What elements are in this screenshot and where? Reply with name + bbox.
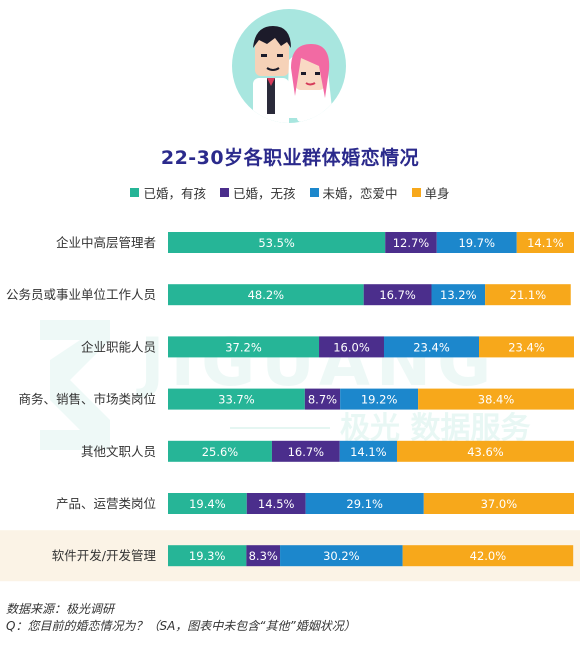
category-label: 企业中高层管理者	[56, 235, 156, 250]
bar-segment	[168, 545, 247, 567]
bar-segment	[485, 284, 571, 306]
legend-swatch	[130, 188, 140, 197]
bar-segment	[478, 336, 574, 358]
bar-segment	[383, 336, 479, 358]
legend-label: 已婚，无孩	[232, 186, 296, 201]
legend-item-married-with-kids: 已婚，有孩	[130, 183, 206, 202]
wedding-couple-illustration	[232, 9, 346, 123]
bar-value-label: 23.4%	[508, 340, 545, 354]
bar-value-label: 30.2%	[323, 549, 360, 563]
bar-segment	[319, 336, 384, 358]
category-label: 公务员或事业单位工作人员	[6, 287, 156, 302]
bar-segment	[304, 388, 341, 410]
bar-value-label: 8.7%	[308, 393, 337, 407]
category-label: 商务、销售、市场类岗位	[18, 392, 156, 407]
bar-segment	[363, 284, 432, 306]
bar-value-label: 14.5%	[258, 497, 295, 511]
category-label: 其他文职人员	[81, 444, 156, 459]
survey-question-note: Q：您目前的婚恋情况为？（SA，图表中未包含“其他”婚姻状况）	[6, 619, 356, 633]
bar-value-label: 19.2%	[361, 393, 398, 407]
bar-value-label: 53.5%	[258, 236, 295, 250]
legend-swatch	[411, 188, 421, 197]
chart-footer: 数据来源：极光调研 Q：您目前的婚恋情况为？（SA，图表中未包含“其他”婚姻状况…	[6, 601, 356, 635]
chart-legend: 已婚，有孩 已婚，无孩 未婚，恋爱中 单身	[0, 183, 580, 202]
bar-value-label: 37.0%	[481, 497, 518, 511]
legend-label: 未婚，恋爱中	[322, 186, 398, 201]
bar-value-label: 8.3%	[249, 549, 278, 563]
bar-segment	[418, 388, 574, 410]
legend-swatch	[309, 188, 319, 197]
bar-segment	[168, 232, 386, 253]
bar-segment	[168, 284, 364, 306]
bar-segment	[396, 440, 574, 462]
bar-segment	[246, 545, 281, 567]
bar-value-label: 43.6%	[467, 445, 504, 459]
bar-segment	[168, 493, 247, 514]
bar-value-label: 33.7%	[218, 393, 255, 407]
bar-value-label: 16.7%	[379, 288, 416, 302]
legend-item-dating: 未婚，恋爱中	[309, 183, 398, 202]
stacked-bar-chart: 企业中高层管理者 53.5% 12.7% 19.7% 14.1% 公务员或事业单位工作人员…	[0, 232, 580, 582]
bar-segment	[280, 545, 403, 567]
bar-value-label: 38.4%	[478, 393, 515, 407]
bar-value-label: 19.3%	[189, 549, 226, 563]
bar-value-label: 16.0%	[333, 340, 370, 354]
data-source-note: 数据来源：极光调研	[6, 602, 115, 616]
bar-segment	[271, 440, 340, 462]
bar-value-label: 19.4%	[189, 497, 226, 511]
bar-segment	[339, 440, 397, 462]
bar-segment	[431, 284, 486, 306]
bar-value-label: 29.1%	[346, 497, 383, 511]
legend-label: 已婚，有孩	[143, 186, 206, 201]
bar-value-label: 23.4%	[413, 340, 450, 354]
bar-segment	[423, 493, 574, 514]
bar-value-label: 14.1%	[527, 236, 564, 250]
bar-segment	[516, 232, 574, 253]
category-label: 企业职能人员	[81, 339, 156, 354]
bar-segment	[168, 440, 272, 462]
category-label: 产品、运营类岗位	[56, 496, 156, 511]
bar-segment	[168, 388, 305, 410]
bar-value-label: 13.2%	[440, 288, 477, 302]
bar-value-label: 14.1%	[350, 445, 387, 459]
legend-item-married-no-kids: 已婚，无孩	[219, 183, 296, 202]
bar-segment	[436, 232, 517, 253]
bar-segment	[402, 545, 574, 567]
bar-value-label: 42.0%	[470, 549, 507, 563]
legend-label: 单身	[424, 186, 450, 201]
legend-item-single: 单身	[411, 183, 450, 202]
bar-segment	[340, 388, 419, 410]
bar-value-label: 25.6%	[202, 445, 239, 459]
bar-segment	[168, 336, 320, 358]
bar-segment	[385, 232, 437, 253]
bar-value-label: 37.2%	[225, 340, 262, 354]
bar-value-label: 12.7%	[393, 236, 430, 250]
bar-segment	[246, 493, 306, 514]
bar-value-label: 19.7%	[458, 236, 495, 250]
bar-value-label: 16.7%	[288, 445, 325, 459]
bar-segment	[305, 493, 424, 514]
category-label: 软件开发/开发管理	[52, 548, 157, 563]
legend-swatch	[219, 188, 229, 197]
bar-value-label: 21.1%	[510, 288, 547, 302]
chart-title: 22-30岁各职业群体婚恋情况	[160, 147, 420, 169]
bar-value-label: 48.2%	[248, 288, 285, 302]
